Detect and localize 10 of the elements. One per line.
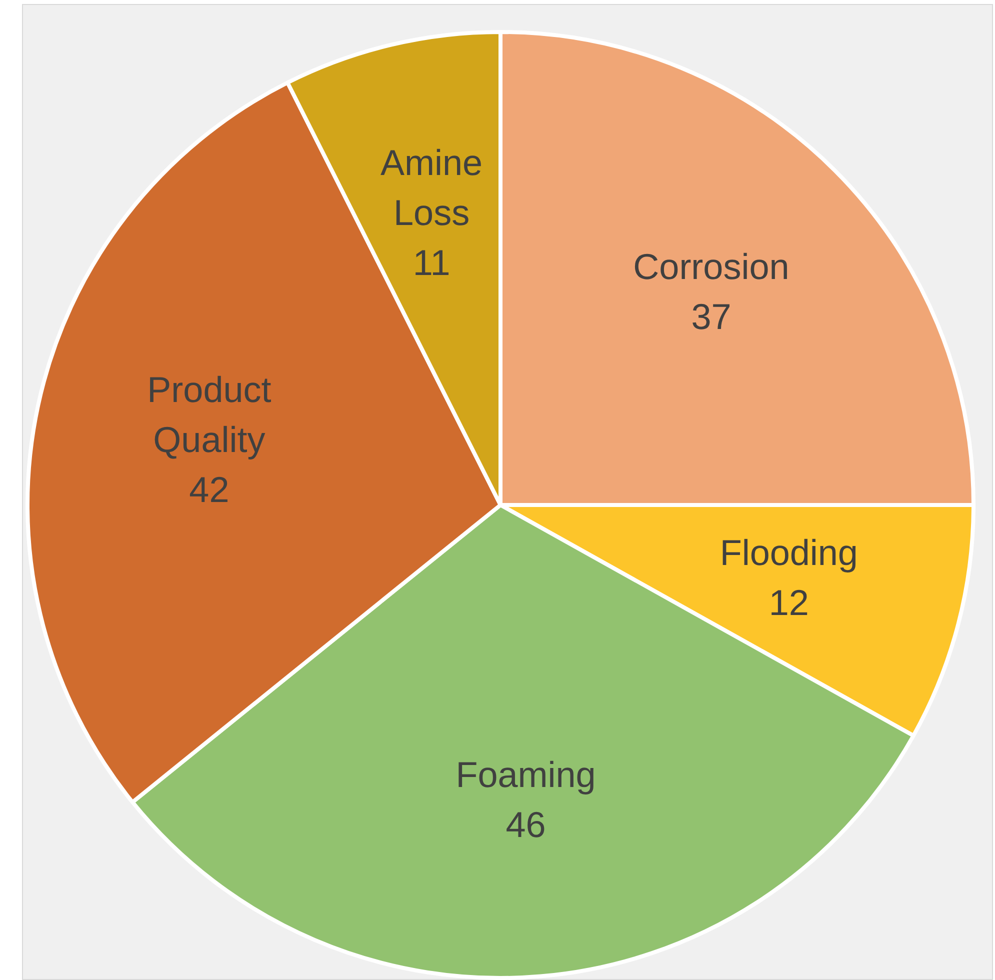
data-label: 42 <box>189 469 230 510</box>
slice-label: Corrosion <box>633 246 790 288</box>
slice-label: Product Quality <box>147 369 272 460</box>
data-label: 12 <box>768 582 809 624</box>
slice-label: Foaming <box>456 754 596 795</box>
data-label: 46 <box>506 804 546 845</box>
slice-label: Flooding <box>720 532 858 574</box>
data-label: 37 <box>691 296 732 338</box>
data-label: 11 <box>412 242 450 284</box>
slice-label: Amine Loss <box>380 142 483 234</box>
